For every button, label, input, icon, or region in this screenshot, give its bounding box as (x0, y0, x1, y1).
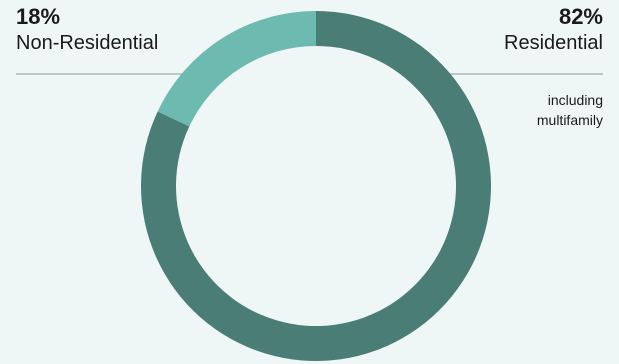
slice-non-residential (157, 11, 316, 127)
residential-percent: 82% (558, 4, 603, 29)
label-non-residential: 18% Non-Residential (16, 4, 158, 56)
residential-note: including multifamily (536, 92, 603, 128)
non-residential-label: Non-Residential (16, 32, 159, 54)
label-residential: 82% Residential (504, 4, 603, 56)
non-residential-percent: 18% (16, 4, 61, 29)
residential-label: Residential (504, 32, 603, 54)
